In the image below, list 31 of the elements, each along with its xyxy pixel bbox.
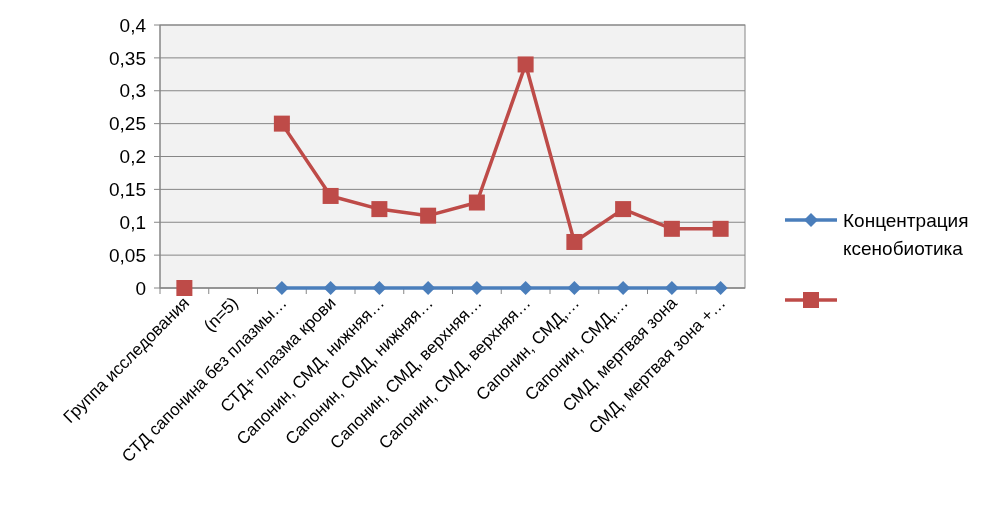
point <box>176 280 193 296</box>
y-tick-label: 0 <box>135 277 146 299</box>
y-tick-label: 0,05 <box>109 244 146 266</box>
point <box>421 281 436 295</box>
y-tick-label: 0,1 <box>119 211 146 233</box>
legend-label: Концентрация ксенобиотика <box>843 209 969 260</box>
point <box>420 207 437 224</box>
y-tick-label: 0,15 <box>109 179 146 201</box>
point <box>615 201 632 218</box>
point <box>518 281 533 295</box>
point <box>663 220 680 237</box>
point <box>616 281 631 295</box>
y-tick-label: 0,35 <box>109 47 146 69</box>
y-tick-label: 0,3 <box>119 80 146 102</box>
point <box>664 281 679 295</box>
point <box>517 56 534 73</box>
point <box>713 281 728 295</box>
point <box>469 281 484 295</box>
y-tick-label: 0,25 <box>109 113 146 135</box>
point <box>323 281 338 295</box>
point <box>273 115 290 132</box>
point <box>372 281 387 295</box>
y-tick-label: 0,4 <box>119 14 147 36</box>
point <box>322 187 339 204</box>
point <box>371 201 388 218</box>
point <box>712 220 729 237</box>
point <box>566 233 583 250</box>
point <box>468 194 485 211</box>
point <box>274 281 289 295</box>
y-tick-label: 0,2 <box>119 146 146 168</box>
point <box>567 281 582 295</box>
